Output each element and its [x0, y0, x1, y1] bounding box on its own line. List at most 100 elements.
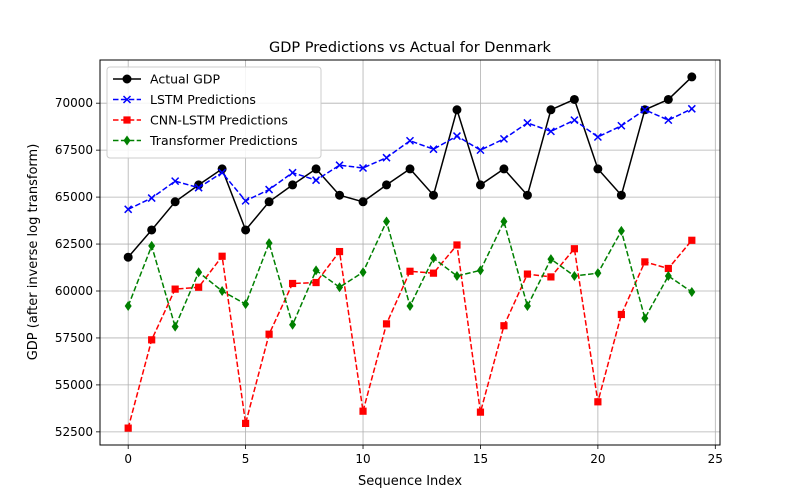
x-tick-label: 0 [124, 452, 132, 466]
data-point [124, 301, 132, 312]
data-point [242, 299, 250, 310]
data-point [171, 321, 179, 332]
data-point [569, 94, 579, 104]
data-point [124, 205, 133, 214]
y-tick-label: 67500 [55, 143, 93, 157]
data-point [312, 278, 320, 287]
data-point [265, 330, 273, 338]
data-point [663, 94, 673, 104]
data-point [171, 285, 179, 293]
data-point [687, 72, 697, 82]
y-tick-label: 55000 [55, 378, 93, 392]
data-point [218, 252, 226, 260]
data-point [640, 105, 649, 114]
x-tick-label: 20 [590, 452, 605, 466]
data-point [382, 180, 392, 190]
data-point [617, 310, 625, 319]
y-tick-label: 62500 [55, 237, 93, 251]
data-point [359, 267, 367, 278]
legend-label: LSTM Predictions [150, 92, 256, 107]
legend-box [106, 66, 322, 159]
data-point [594, 268, 602, 279]
x-axis-label: Sequence Index [358, 474, 462, 489]
data-point [688, 286, 696, 297]
data-point [428, 190, 438, 200]
data-point [147, 225, 157, 235]
data-point [382, 153, 391, 162]
y-tick-label: 70000 [55, 96, 93, 110]
data-point [148, 240, 156, 251]
series-layer [123, 72, 697, 432]
data-point [406, 267, 414, 275]
data-point [242, 419, 250, 428]
data-point [523, 270, 532, 278]
data-point [359, 407, 367, 415]
data-point [335, 247, 344, 256]
y-tick-label: 65000 [55, 190, 93, 204]
x-tick-label: 5 [242, 452, 250, 466]
y-tick-label: 57500 [55, 331, 93, 345]
data-point [664, 116, 673, 125]
data-point [218, 168, 227, 177]
y-tick-label: 52500 [55, 425, 93, 439]
data-point [617, 121, 626, 130]
data-point [288, 180, 298, 190]
data-point [289, 319, 297, 330]
grid-layer [100, 60, 720, 445]
y-axis-label: GDP (after inverse log transform) [26, 144, 41, 361]
data-point [546, 127, 555, 136]
data-point [148, 336, 156, 344]
data-point [452, 132, 462, 141]
data-point [593, 132, 602, 142]
data-point [453, 241, 461, 249]
data-point [617, 225, 625, 236]
data-point [358, 197, 368, 207]
data-point [405, 164, 415, 174]
data-point [124, 424, 132, 432]
series-3 [124, 216, 696, 332]
legend-label: Transformer Predictions [149, 133, 298, 148]
data-point [170, 197, 180, 207]
plot-frame [99, 59, 721, 446]
data-point [336, 282, 344, 293]
x-tick-label: 15 [473, 452, 488, 466]
data-point [641, 258, 649, 266]
data-point [452, 105, 462, 115]
data-point [570, 270, 578, 281]
data-point [335, 190, 345, 200]
data-point [570, 245, 578, 253]
legend-swatch-marker [123, 116, 131, 124]
data-point [406, 301, 414, 312]
legend: Actual GDP LSTM Predictions CNN-LSTM Predi… [106, 66, 322, 159]
data-point [476, 146, 485, 155]
data-point [405, 136, 415, 145]
data-point [594, 398, 602, 406]
data-point [523, 301, 531, 312]
data-point [547, 273, 555, 281]
data-point [358, 163, 368, 173]
data-point [429, 253, 437, 264]
series-1 [124, 104, 696, 214]
data-point [147, 194, 156, 203]
data-point [476, 408, 485, 416]
data-point [664, 264, 672, 273]
data-point [241, 225, 251, 235]
data-point [429, 145, 438, 154]
chart-title: GDP Predictions vs Actual for Denmark [269, 40, 552, 56]
data-point [500, 216, 508, 227]
legend-label: Actual GDP [150, 72, 220, 87]
data-point [264, 197, 274, 207]
legend-swatch-marker [122, 74, 132, 84]
legend-label: CNN-LSTM Predictions [150, 113, 288, 128]
data-point [500, 322, 508, 330]
x-tick-label: 25 [708, 452, 723, 466]
data-point [195, 267, 203, 278]
data-point [688, 236, 696, 244]
data-point [429, 269, 438, 277]
data-point [546, 105, 556, 115]
data-point [335, 161, 344, 170]
data-point [383, 216, 391, 227]
data-point [547, 254, 555, 265]
data-point [218, 286, 226, 296]
